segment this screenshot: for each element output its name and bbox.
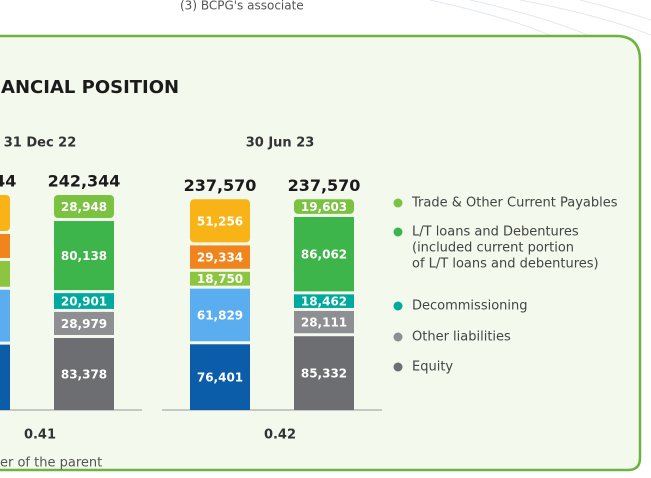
bar-segment (54, 337, 114, 410)
bar-segment (54, 195, 114, 219)
bar-segment (294, 294, 354, 308)
legend-dot (393, 301, 403, 311)
segment-label: 28,979 (61, 317, 107, 331)
legend-dot (393, 332, 403, 342)
segment-label: 80,138 (61, 249, 107, 263)
segment-label: 18,750 (197, 272, 243, 286)
segment-label: 19,603 (301, 200, 347, 214)
segment-label: 76,401 (197, 371, 243, 385)
bar-segment (0, 233, 10, 258)
legend-dot (393, 198, 403, 208)
bar-segment (54, 293, 114, 309)
ratio-label: 0.41 (24, 428, 56, 443)
header-note: (3) BCPG's associate (180, 0, 304, 13)
segment-label: 28,948 (61, 200, 107, 214)
legend-label: Decommissioning (412, 299, 528, 314)
legend-label: Trade & Other Current Payables (411, 196, 618, 211)
legend-dot (393, 227, 403, 237)
ratio-label: 0.42 (264, 428, 296, 443)
bar-segment (0, 344, 10, 410)
segment-label: 20,901 (61, 295, 107, 309)
legend-label: Other liabilities (412, 330, 511, 345)
bar-segment (0, 195, 10, 231)
segment-label: 83,378 (61, 367, 107, 381)
chart-title: FINANCIAL POSITION (0, 77, 179, 98)
bar-segment (294, 336, 354, 410)
legend-dot (393, 362, 403, 372)
legend-label: L/T loans and Debentures (412, 225, 579, 240)
bar-total: 237,570 (184, 176, 257, 195)
legend-label: of L/T loans and debentures) (412, 257, 599, 272)
segment-label: 29,334 (197, 251, 243, 265)
bar-segment (190, 344, 250, 410)
footnote: er of the parent (0, 456, 102, 471)
bar-total: 242,344 (48, 172, 121, 191)
segment-label: 86,062 (301, 248, 347, 262)
bar-segment (0, 289, 10, 342)
bar-segment (294, 199, 354, 214)
segment-label: 28,111 (301, 316, 347, 330)
group-label: 31 Dec 22 (4, 136, 77, 151)
segment-label: 18,462 (301, 295, 347, 309)
bar-segment (0, 260, 10, 287)
bar-segment (54, 221, 114, 291)
bar-segment (54, 311, 114, 335)
segment-label: 61,829 (197, 308, 243, 322)
segment-label: 85,332 (301, 367, 347, 381)
segment-label: 51,256 (197, 214, 243, 228)
legend-label: (included current portion (412, 241, 574, 256)
bar-total: 242,344 (0, 172, 16, 191)
bar-segment (190, 288, 250, 342)
bar-segment (294, 310, 354, 334)
bar-segment (294, 216, 354, 292)
legend-label: Equity (412, 360, 453, 375)
group-label: 30 Jun 23 (246, 136, 315, 151)
bar-segment (190, 199, 250, 243)
bar-total: 237,570 (288, 176, 361, 195)
bar-segment (190, 245, 250, 269)
bar-segment (190, 271, 250, 286)
